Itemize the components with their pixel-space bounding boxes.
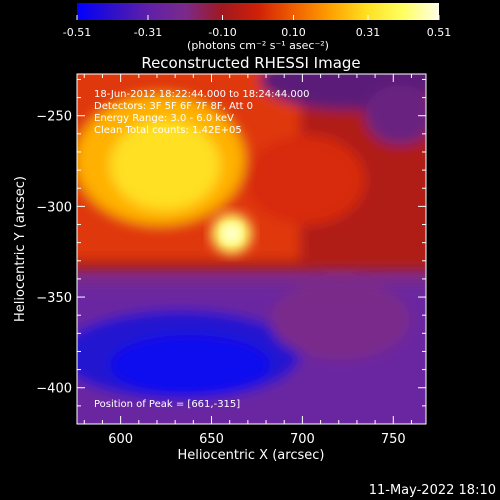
- heatmap-blobs: [77, 74, 426, 424]
- colorbar-tick-label: -0.51: [63, 26, 91, 39]
- colorbar: -0.51 -0.31 -0.10 0.10 0.31 0.51 (photons cm⁻…: [63, 3, 451, 52]
- x-axis-label: Heliocentric X (arcsec): [178, 448, 325, 463]
- colorbar-tick-label: -0.31: [134, 26, 162, 39]
- colorbar-tick-label: 0.51: [427, 26, 452, 39]
- x-tick-label: 600: [108, 432, 133, 447]
- x-tick-label: 750: [381, 432, 406, 447]
- colorbar-gradient: [77, 3, 439, 20]
- blob-yellow-bright: [110, 120, 220, 210]
- colorbar-tick-label: 0.31: [356, 26, 381, 39]
- annotation-detectors: Detectors: 3F 5F 6F 7F 8F, Att 0: [94, 101, 253, 112]
- blob-mid-right-purple: [365, 85, 426, 145]
- colorbar-tick-label: 0.10: [281, 26, 306, 39]
- y-tick-label: −300: [36, 200, 72, 215]
- chart-title: Reconstructed RHESSI Image: [141, 54, 360, 72]
- x-tick-label: 700: [290, 432, 315, 447]
- annotation-energy: Energy Range: 3.0 - 6.0 keV: [94, 113, 234, 124]
- annotations: 18-Jun-2012 18:22:44.000 to 18:24:44.000…: [94, 89, 310, 410]
- footer-date: 11-May-2022 18:10: [369, 483, 496, 498]
- colorbar-units-label: (photons cm⁻² s⁻¹ asec⁻²): [187, 39, 329, 52]
- x-tick-label: 650: [199, 432, 224, 447]
- heatmap-image: [77, 74, 426, 424]
- y-tick-label: −250: [36, 110, 72, 125]
- annotation-clean: Clean Total counts: 1.42E+05: [94, 125, 242, 136]
- colorbar-tick-label: -0.10: [208, 26, 236, 39]
- annotation-time-range: 18-Jun-2012 18:22:44.000 to 18:24:44.000: [94, 89, 310, 100]
- y-axis-ticks: −400 −350 −300 −250: [36, 78, 426, 425]
- blob-right-orange: [245, 135, 365, 225]
- y-tick-label: −350: [36, 291, 72, 306]
- y-tick-label: −400: [36, 382, 72, 397]
- annotation-peak: Position of Peak = [661,-315]: [94, 399, 240, 410]
- x-axis-ticks: 600 650 700 750: [83, 74, 412, 447]
- blob-lower-blue-deep: [110, 335, 270, 395]
- colorbar-ticks: -0.51 -0.31 -0.10 0.10 0.31 0.51: [63, 15, 451, 39]
- y-axis-label: Heliocentric Y (arcsec): [13, 176, 28, 322]
- peak-core: [222, 224, 241, 243]
- blob-lower-right: [270, 280, 410, 360]
- plot-frame: [76, 73, 427, 425]
